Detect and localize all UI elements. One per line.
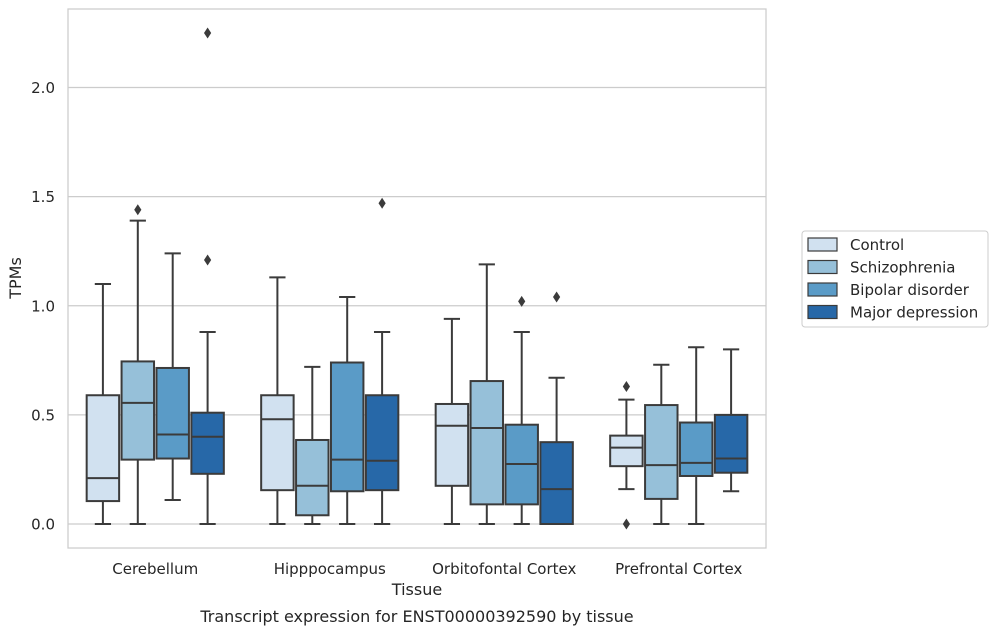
y-tick-label: 1.0 <box>31 297 55 315</box>
outlier-point <box>622 518 630 530</box>
outlier-point <box>204 254 212 266</box>
legend-label: Bipolar disorder <box>850 281 970 299</box>
box <box>539 441 574 525</box>
x-tick-label: Cerebellum <box>112 560 198 578</box>
legend-swatch <box>807 237 838 252</box>
y-tick-label: 2.0 <box>31 79 55 97</box>
box-group <box>295 365 330 525</box>
outlier-point <box>134 204 142 216</box>
y-tick-label: 1.5 <box>31 188 55 206</box>
box-group <box>644 363 679 525</box>
box <box>678 421 714 477</box>
x-tick-label: Orbitofontal Cortex <box>432 560 576 578</box>
box-group <box>364 197 400 525</box>
legend-swatch <box>807 304 838 320</box>
y-tick-label: 0.0 <box>31 515 55 533</box>
boxes <box>85 27 749 530</box>
y-tick-label: 0.5 <box>31 406 55 424</box>
outlier-point <box>622 381 630 393</box>
box <box>329 361 365 493</box>
box <box>469 380 505 506</box>
box-group <box>155 252 190 501</box>
box <box>644 404 679 500</box>
box <box>364 394 400 492</box>
box-group <box>120 204 156 525</box>
box-group <box>609 381 644 530</box>
box-group <box>504 295 539 525</box>
box-group <box>260 276 295 525</box>
legend-label: Schizophrenia <box>850 259 955 277</box>
box-group <box>329 296 365 525</box>
box <box>713 413 749 474</box>
box <box>85 394 121 503</box>
outlier-point <box>518 295 526 307</box>
box <box>295 438 330 517</box>
box <box>434 402 470 487</box>
box-group <box>469 263 505 525</box>
y-ticks: 0.0 0.5 1.0 1.5 2.0 <box>31 79 55 533</box>
legend-swatch <box>807 282 838 297</box>
box-group <box>434 317 470 525</box>
outlier-point <box>378 197 386 209</box>
legend-swatch <box>807 259 838 275</box>
outlier-point <box>553 291 561 303</box>
x-ticks: Cerebellum Hipppocampus Orbitofontal Corte… <box>112 560 742 578</box>
box-group <box>85 282 121 525</box>
box <box>155 366 190 460</box>
plot-frame <box>67 8 767 549</box>
box-group <box>678 346 714 525</box>
box <box>190 411 225 475</box>
box <box>260 394 295 492</box>
box <box>120 360 156 461</box>
box-group <box>539 291 574 525</box>
legend-label: Control <box>850 236 904 254</box>
x-tick-label: Prefrontal Cortex <box>615 560 742 578</box>
box <box>609 434 644 468</box>
legend-frame <box>801 230 989 328</box>
box-group <box>190 27 225 525</box>
chart-caption: Transcript expression for ENST0000039259… <box>199 607 633 626</box>
y-axis-label: TPMs <box>6 257 25 300</box>
outlier-point <box>204 27 212 39</box>
legend-label: Major depression <box>850 304 978 322</box>
x-axis-label: Tissue <box>391 580 442 599</box>
x-tick-label: Hipppocampus <box>274 560 386 578</box>
legend: Control Schizophrenia Bipolar disorder Majo… <box>801 230 989 328</box>
box-group <box>713 348 749 493</box>
